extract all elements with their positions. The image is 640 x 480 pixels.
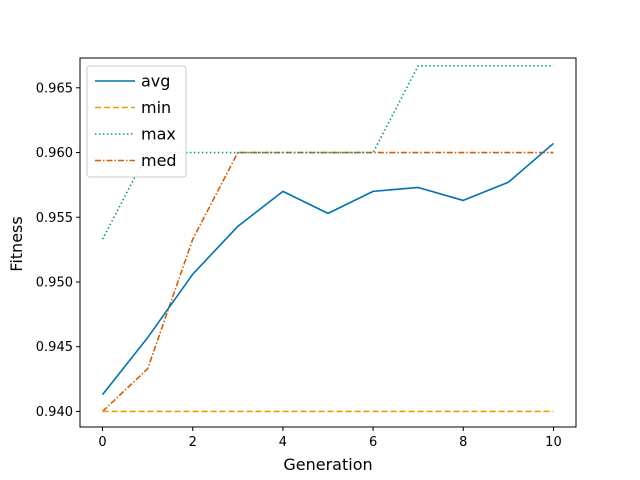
y-tick-label: 0.945 <box>36 340 73 355</box>
legend: avg min max med <box>86 65 187 178</box>
x-tick-label: 2 <box>189 435 197 450</box>
series-line-avg <box>101 142 554 396</box>
x-tick-label: 6 <box>369 435 377 450</box>
y-tick-label: 0.965 <box>36 81 73 96</box>
y-tick-label: 0.950 <box>36 275 73 290</box>
x-tick-label: 10 <box>545 435 562 450</box>
y-tick-label: 0.960 <box>36 146 73 161</box>
y-tick-label: 0.940 <box>36 405 73 420</box>
series-line-med <box>101 151 554 413</box>
legend-label-med: med <box>141 151 177 170</box>
series-line-max <box>101 64 554 240</box>
x-axis-label: Generation <box>283 455 372 474</box>
legend-label-avg: avg <box>141 72 170 91</box>
series-layer <box>101 64 554 413</box>
legend-label-min: min <box>141 98 171 117</box>
y-tick-label: 0.955 <box>36 211 73 226</box>
axes-frame <box>79 57 577 428</box>
y-axis-label: Fitness <box>7 216 26 271</box>
legend-box <box>86 65 187 178</box>
legend-label-max: max <box>141 125 176 144</box>
x-tick-label: 0 <box>98 435 106 450</box>
x-tick-label: 4 <box>279 435 287 450</box>
plot-area: 0 2 4 6 8 10 0.940 0.945 0.950 0.955 0.960 0.965 <box>36 57 577 450</box>
x-tick-label: 8 <box>459 435 467 450</box>
